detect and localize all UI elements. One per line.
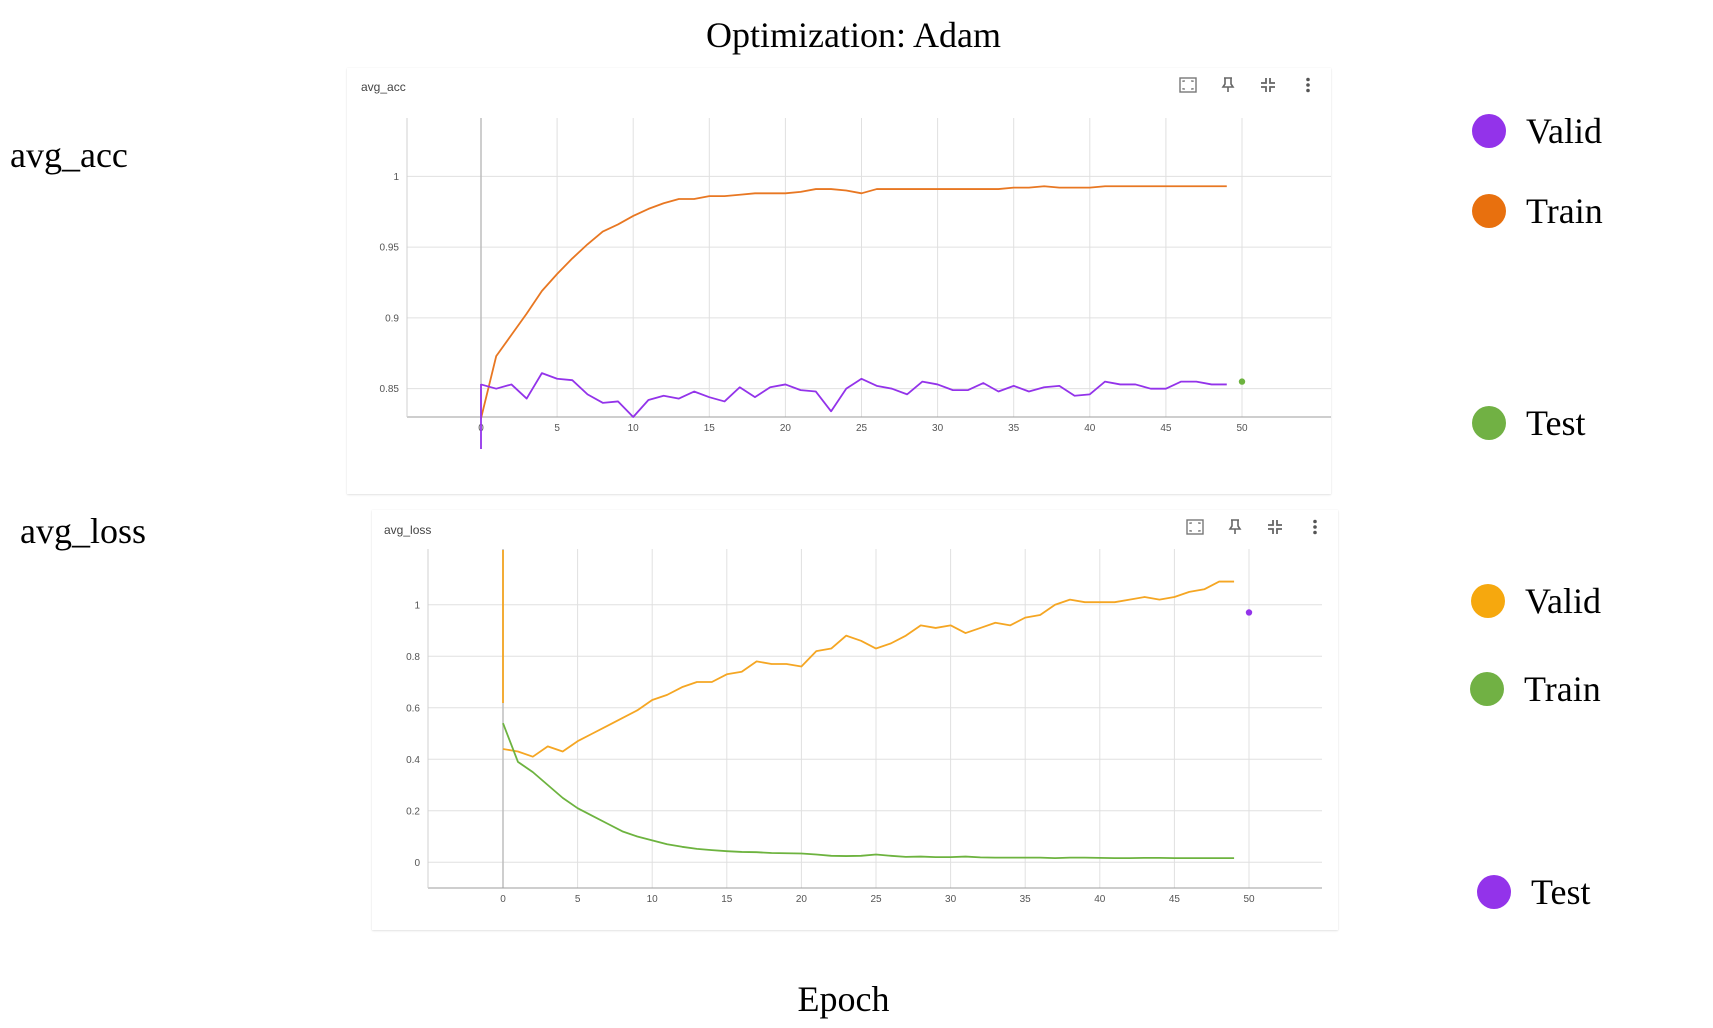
y-tick-label: 0.4 <box>406 755 420 766</box>
row-label-acc: avg_acc <box>10 135 128 175</box>
series-line-valid <box>480 372 1227 418</box>
legend-label: Train <box>1526 191 1603 231</box>
legend-label: Test <box>1531 872 1591 912</box>
card-toolbar-loss <box>1186 518 1324 536</box>
y-tick-label: 0.95 <box>380 243 400 254</box>
y-tick-label: 0.85 <box>380 384 400 395</box>
x-tick-label: 5 <box>575 894 581 905</box>
legend-swatch <box>1477 875 1511 909</box>
y-tick-label: 0.2 <box>406 806 420 817</box>
fit-domain-icon[interactable] <box>1186 518 1204 536</box>
series-line-train <box>480 185 1227 419</box>
legend-label: Valid <box>1526 111 1602 151</box>
collapse-icon[interactable] <box>1266 518 1284 536</box>
chart-card-acc: avg_acc 0.850.90.95105101520253035404550 <box>347 68 1331 494</box>
x-tick-label: 40 <box>1094 894 1106 905</box>
series-line-valid <box>502 580 1235 758</box>
x-tick-label: 40 <box>1084 423 1096 434</box>
x-tick-label: 35 <box>1020 894 1032 905</box>
legend-swatch <box>1472 114 1506 148</box>
x-tick-label: 30 <box>945 894 957 905</box>
x-tick-label: 0 <box>500 894 506 905</box>
card-title-acc: avg_acc <box>361 80 406 94</box>
series-point-test <box>1238 378 1246 385</box>
x-tick-label: 15 <box>721 894 733 905</box>
x-tick-label: 15 <box>704 423 716 434</box>
page-title: Optimization: Adam <box>0 14 1713 56</box>
legend-swatch <box>1472 194 1506 228</box>
plot-loss: 00.20.40.60.810 5 10 15 20 25 30 35 40 45 50 <box>406 549 1322 905</box>
legend-label: Test <box>1526 403 1586 443</box>
x-tick-label: 10 <box>628 423 640 434</box>
plot-acc: 0.850.90.95105101520253035404550 <box>380 118 1331 449</box>
legend-swatch <box>1471 584 1505 618</box>
x-tick-label: 25 <box>870 894 882 905</box>
collapse-icon[interactable] <box>1259 76 1277 94</box>
legend-item-test: Test <box>1472 402 1585 444</box>
legend-item-valid: Valid <box>1471 580 1601 622</box>
row-label-loss: avg_loss <box>20 511 146 551</box>
x-tick-label: 35 <box>1008 423 1020 434</box>
x-tick-label: 25 <box>856 423 868 434</box>
y-tick-label: 0.8 <box>406 652 420 663</box>
legend-label: Valid <box>1525 581 1601 621</box>
y-tick-label: 0.6 <box>406 703 420 714</box>
legend-swatch <box>1472 406 1506 440</box>
legend-swatch <box>1470 672 1504 706</box>
x-tick-label: 30 <box>932 423 944 434</box>
more-vert-icon[interactable] <box>1299 76 1317 94</box>
legend-label: Train <box>1524 669 1601 709</box>
x-tick-label: 20 <box>780 423 792 434</box>
y-tick-label: 1 <box>414 600 420 611</box>
x-tick-label: 45 <box>1160 423 1172 434</box>
series-point-test <box>1245 609 1253 616</box>
y-tick-label: 0.9 <box>385 313 399 324</box>
pin-icon[interactable] <box>1226 518 1244 536</box>
chart-card-loss: avg_loss 0 0.2 0.4 0.6 0.8 1 0 5 10 15 20 25 30 35 40 4… <box>372 510 1338 930</box>
x-tick-label: 50 <box>1243 894 1255 905</box>
y-tick-label: 0 <box>414 858 420 869</box>
x-axis-label-text: Epoch <box>797 979 890 1019</box>
card-toolbar-acc <box>1179 76 1317 94</box>
legend-item-test: Test <box>1477 871 1590 913</box>
x-axis-label: Epoch <box>0 978 1713 1020</box>
x-tick-label: 45 <box>1169 894 1181 905</box>
x-tick-label: 50 <box>1236 423 1248 434</box>
y-tick-label: 1 <box>393 172 399 183</box>
legend-item-valid: Valid <box>1472 110 1602 152</box>
x-tick-label: 10 <box>647 894 659 905</box>
card-title-loss: avg_loss <box>384 523 432 537</box>
page-title-text: Optimization: Adam <box>706 15 1001 55</box>
more-vert-icon[interactable] <box>1306 518 1324 536</box>
series-line-train <box>502 722 1235 860</box>
legend-item-train: Train <box>1470 668 1601 710</box>
pin-icon[interactable] <box>1219 76 1237 94</box>
x-tick-label: 5 <box>554 423 560 434</box>
fit-domain-icon[interactable] <box>1179 76 1197 94</box>
legend-item-train: Train <box>1472 190 1603 232</box>
x-tick-label: 20 <box>796 894 808 905</box>
